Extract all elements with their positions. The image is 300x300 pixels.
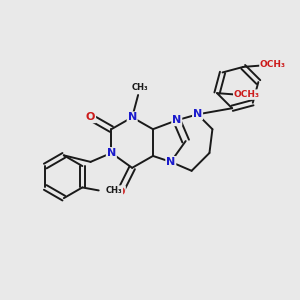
Text: OCH₃: OCH₃ [260,60,286,69]
Text: CH₃: CH₃ [106,186,123,195]
Text: N: N [193,109,202,119]
Text: N: N [128,112,137,122]
Text: N: N [172,115,182,125]
Text: N: N [166,157,176,167]
Text: OCH₃: OCH₃ [234,90,260,99]
Text: O: O [86,112,95,122]
Text: CH₃: CH₃ [131,83,148,92]
Text: N: N [107,148,116,158]
Text: O: O [116,187,125,196]
